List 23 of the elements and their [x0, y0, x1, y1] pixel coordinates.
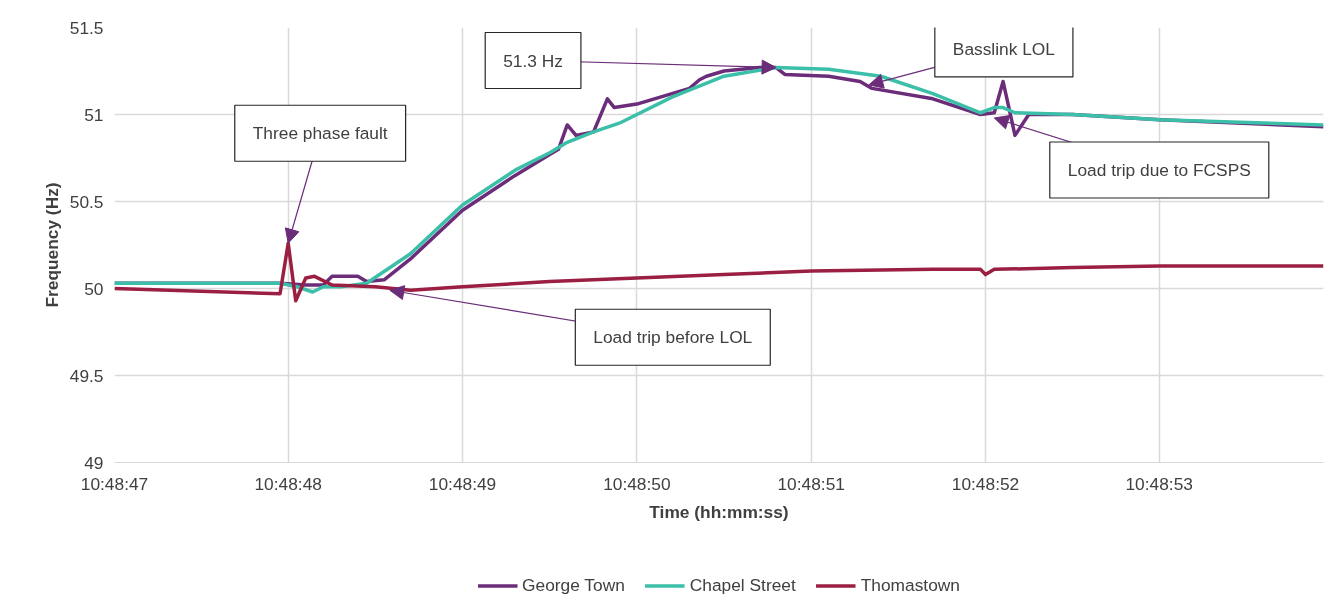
legend-label: Chapel Street	[689, 574, 796, 596]
annotation: 51.3 Hz	[503, 50, 563, 71]
x-tick-label: 10:48:49	[428, 473, 497, 494]
x-tick-label: 10:48:50	[603, 473, 671, 494]
x-tick-label: 10:48:47	[80, 473, 149, 494]
x-tick-label: 10:48:52	[951, 473, 1020, 494]
legend-label: Thomastown	[860, 574, 960, 596]
y-tick-label: 49	[84, 452, 104, 473]
annotation: Load trip before LOL	[593, 327, 753, 348]
y-tick-label: 49.5	[69, 365, 104, 386]
annotation: Three phase fault	[252, 123, 388, 144]
x-tick-label: 10:48:53	[1125, 473, 1193, 494]
x-tick-label: 10:48:51	[777, 473, 845, 494]
y-tick-label: 50.5	[69, 191, 104, 212]
y-tick-label: 51	[84, 104, 104, 125]
annotation: Load trip due to FCSPS	[1067, 159, 1251, 180]
legend-label: George Town	[522, 574, 625, 596]
x-tick-label: 10:48:48	[254, 473, 322, 494]
y-tick-label: 50	[84, 278, 104, 299]
y-tick-label: 51.5	[69, 17, 104, 38]
annotation: Basslink LOL	[952, 38, 1056, 59]
y-axis-title: Frequency (Hz)	[41, 182, 62, 308]
x-axis-title: Time (hh:mm:ss)	[649, 501, 789, 522]
